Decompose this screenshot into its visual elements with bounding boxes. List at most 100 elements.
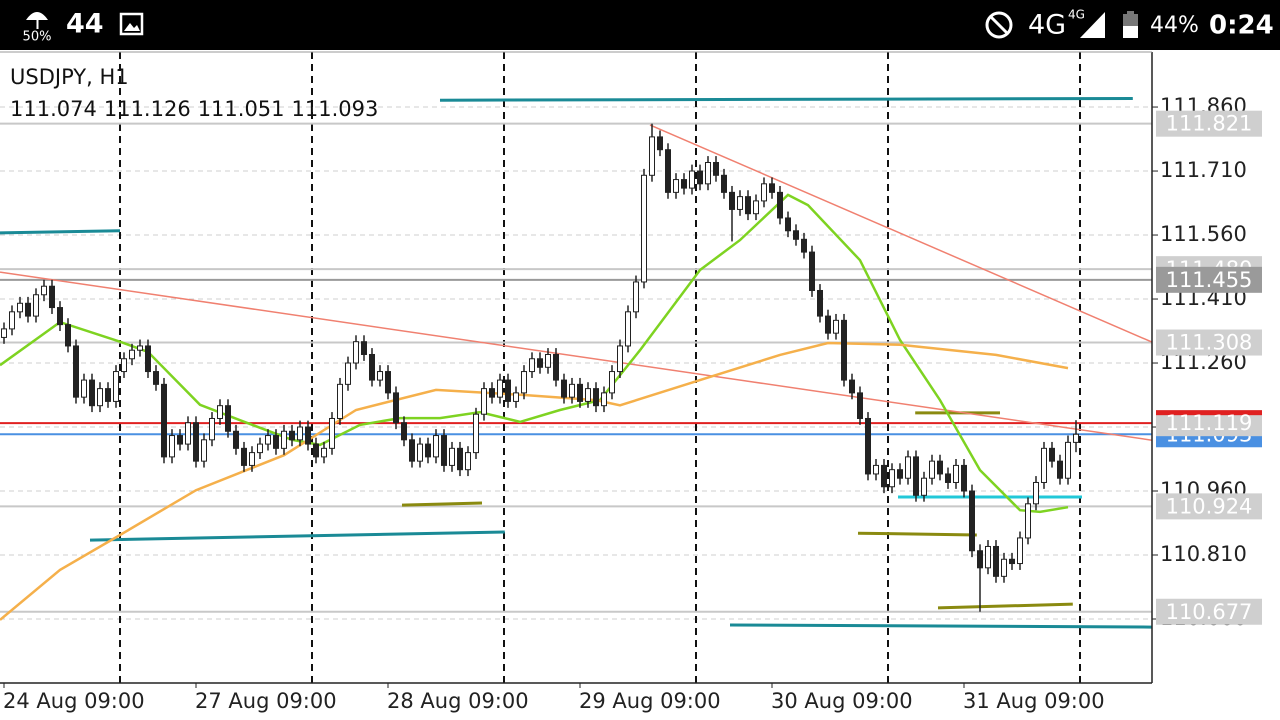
y-tick-label: 111.710	[1160, 158, 1247, 182]
candle-body	[857, 392, 863, 419]
candle-body	[401, 422, 407, 441]
candle-body	[705, 161, 711, 185]
status-bar	[0, 0, 1280, 50]
candle-body	[593, 388, 599, 407]
candle-body	[281, 430, 287, 449]
candle-body	[825, 315, 831, 334]
candle-body	[153, 371, 159, 385]
price-level-box	[1156, 598, 1262, 625]
plot-area[interactable]	[0, 52, 1152, 683]
candle-body	[385, 371, 391, 394]
candle-body	[161, 383, 167, 458]
candle-body	[577, 383, 583, 402]
candle-body	[305, 426, 311, 445]
candle-body	[57, 307, 63, 326]
candle-body	[73, 345, 79, 398]
candle-body	[785, 217, 791, 232]
candle-body	[897, 469, 903, 479]
candle-body	[977, 550, 983, 569]
y-tick-label: 111.560	[1160, 222, 1247, 246]
candle-body	[249, 452, 255, 466]
notification-count: 44	[66, 9, 104, 40]
candle-body	[177, 435, 183, 445]
candle-body	[505, 379, 511, 402]
candle-body	[1041, 447, 1047, 483]
candle-body	[769, 183, 775, 193]
candle-body	[17, 302, 23, 313]
candle-body	[873, 464, 879, 475]
candle-body	[921, 477, 927, 496]
candle-body	[361, 341, 367, 355]
ohlc-close: 111.093	[292, 97, 379, 121]
candle-body	[393, 392, 399, 424]
network-type: 4G	[1028, 10, 1066, 41]
horizontal-segment	[857, 531, 977, 537]
candle-body	[561, 379, 567, 398]
candle-body	[329, 417, 335, 449]
ohlc-high: 111.126	[104, 97, 191, 121]
candle-body	[753, 200, 759, 215]
x-tick-label: 30 Aug 09:00	[771, 689, 913, 713]
candle-body	[521, 371, 527, 394]
candle-body	[929, 460, 935, 479]
trend-line	[649, 124, 1152, 343]
candle-body	[217, 405, 223, 419]
x-tick-label: 28 Aug 09:00	[387, 689, 529, 713]
horizontal-segment	[401, 501, 483, 507]
candle-body	[969, 490, 975, 552]
price-level-label: 111.308	[1166, 331, 1253, 355]
candle-body	[345, 362, 351, 385]
candle-body	[953, 464, 959, 483]
candle-body	[985, 545, 991, 569]
candle-body	[353, 341, 359, 364]
candle-body	[449, 447, 455, 466]
horizontal-segment	[439, 97, 1133, 102]
candle-body	[529, 358, 535, 373]
candle-body	[129, 349, 135, 360]
candle-body	[793, 230, 799, 240]
candle-body	[465, 452, 471, 471]
candle-body	[633, 281, 639, 313]
candle-body	[625, 311, 631, 347]
price-level-label: 111.821	[1166, 112, 1253, 136]
candle-body	[241, 447, 247, 466]
price-level-box	[1156, 110, 1262, 137]
candle-body	[81, 379, 87, 398]
candle-body	[489, 388, 495, 398]
candle-body	[409, 439, 415, 462]
candle-body	[609, 371, 615, 394]
candle-body	[145, 345, 151, 373]
candle-body	[697, 170, 703, 185]
x-tick-label: 27 Aug 09:00	[195, 689, 337, 713]
candle-body	[497, 379, 503, 398]
candle-body	[169, 435, 175, 458]
candle-body	[729, 191, 735, 210]
candle-body	[33, 294, 39, 317]
price-level-label: 111.455	[1166, 268, 1253, 292]
candle-body	[473, 413, 479, 454]
price-level-label: 110.677	[1166, 600, 1253, 624]
horizontal-segment	[0, 229, 121, 235]
candle-body	[121, 358, 127, 373]
battery-icon	[1123, 11, 1138, 38]
candle-body	[1049, 447, 1055, 462]
candle-body	[313, 443, 319, 458]
candle-body	[433, 435, 439, 458]
moving-average	[0, 341, 1069, 621]
y-tick-label: 110.810	[1160, 542, 1247, 566]
dnd-icon	[985, 11, 1013, 39]
candle-body	[417, 443, 423, 462]
battery-level: 44%	[1150, 13, 1199, 38]
horizontal-segment	[729, 623, 1152, 629]
candle-body	[961, 464, 967, 492]
candle-body	[137, 345, 143, 351]
candle-body	[945, 473, 951, 483]
candle-body	[9, 311, 15, 330]
candle-body	[1065, 441, 1071, 479]
candle-body	[425, 443, 431, 458]
candle-body	[201, 439, 207, 462]
candle-body	[289, 430, 295, 441]
candle-body	[881, 464, 887, 488]
candle-body	[233, 430, 239, 449]
candle-body	[649, 136, 655, 176]
